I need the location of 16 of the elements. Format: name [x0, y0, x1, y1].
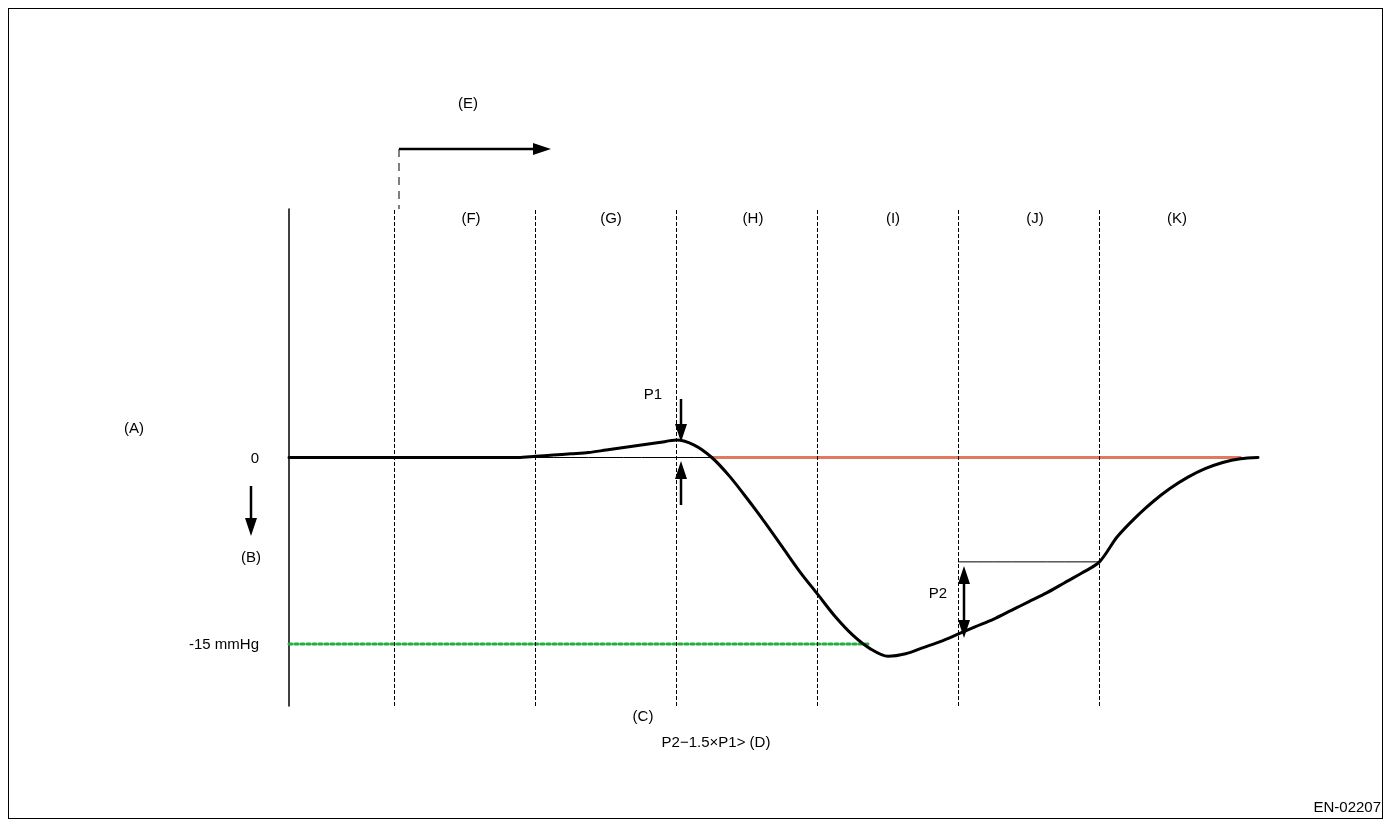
annotation: P1 — [643, 385, 663, 402]
annotation: P2 — [928, 584, 948, 601]
y-tick-label: 0 — [250, 449, 259, 466]
text: (B) — [241, 548, 261, 565]
text: EN-02207 — [1313, 798, 1381, 815]
annotation: (F) — [461, 209, 481, 226]
annotation: (J) — [1026, 209, 1044, 226]
text: (C) — [632, 707, 654, 724]
text: P2−1.5×P1> (D) — [661, 733, 771, 750]
annotation: (H) — [742, 209, 764, 226]
annotation: (K) — [1167, 209, 1187, 226]
text: (E) — [458, 94, 478, 111]
y-tick-label: -15 mmHg — [188, 635, 259, 653]
annotation: (G) — [600, 209, 622, 226]
text: (A) — [124, 419, 144, 436]
annotation: (I) — [885, 209, 901, 226]
